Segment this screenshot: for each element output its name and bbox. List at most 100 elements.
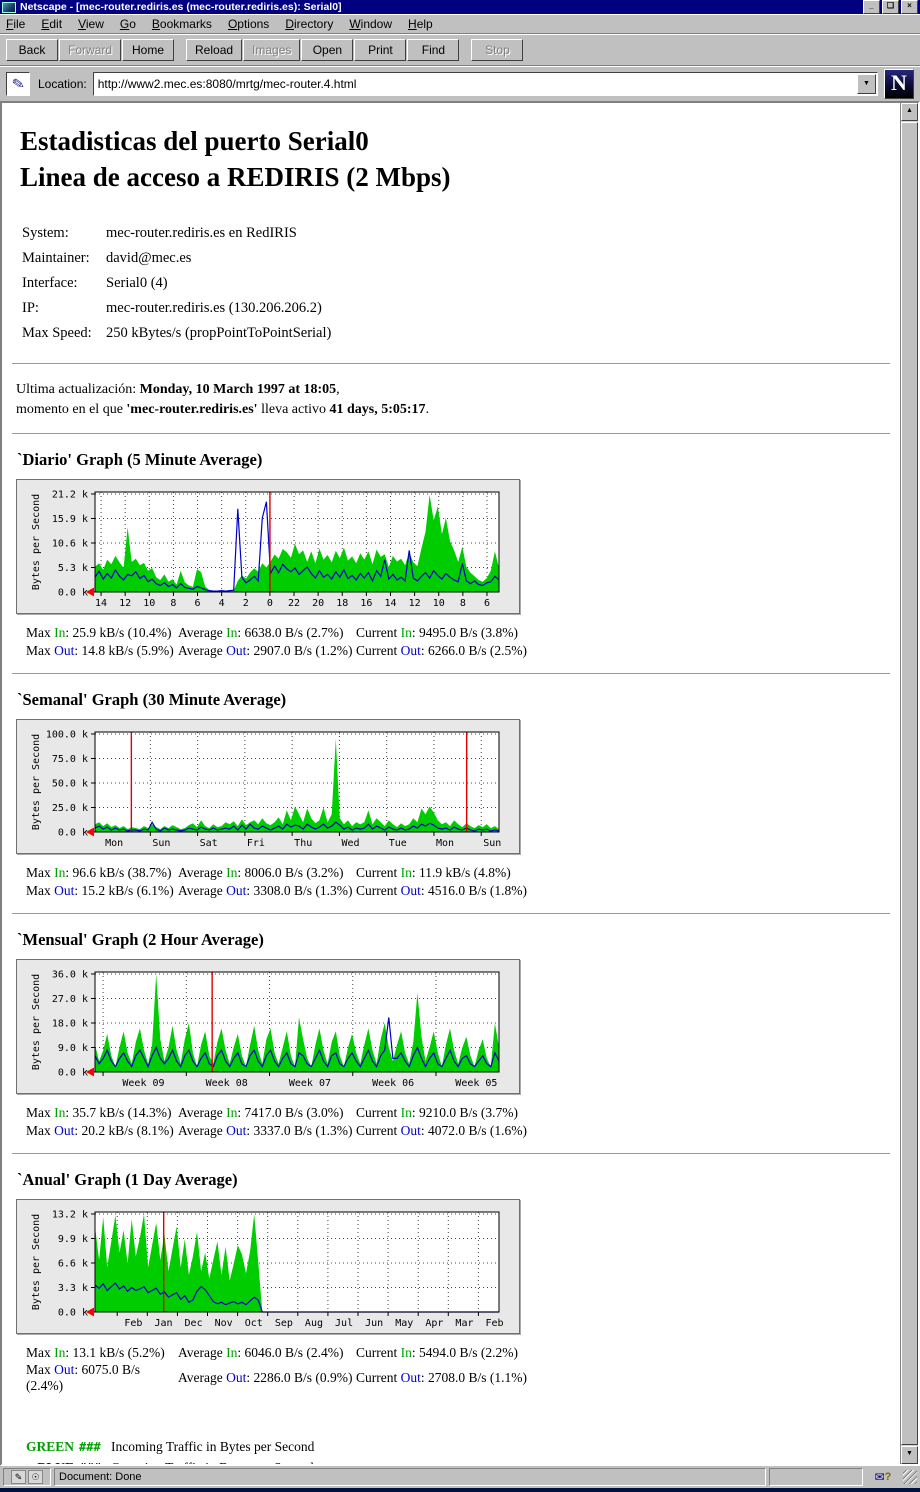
svg-text:Sun: Sun xyxy=(483,838,501,849)
page-title: Estadisticas del puerto Serial0 Linea de… xyxy=(20,123,890,195)
stat-direction: Out xyxy=(226,1123,247,1138)
scrollbar-thumb[interactable] xyxy=(901,122,918,1445)
graph-section-heading: `Mensual' Graph (2 Hour Average) xyxy=(17,930,264,949)
status-bar: ✎ ☉ Document: Done ✉? xyxy=(0,1466,920,1488)
stat-cell: Average Out: 2286.0 B/s (0.9%) xyxy=(178,1370,353,1385)
stat-cell: Current In: 5494.0 B/s (2.2%) xyxy=(356,1345,519,1360)
resize-grip[interactable] xyxy=(903,1470,917,1484)
svg-text:36.0 k: 36.0 k xyxy=(52,969,88,980)
location-dropdown-icon[interactable]: ▼ xyxy=(857,74,876,94)
vertical-scrollbar[interactable]: ▲ ▼ xyxy=(900,103,918,1464)
print-button[interactable]: Print xyxy=(354,39,407,61)
svg-text:Jun: Jun xyxy=(365,1318,383,1329)
maximize-icon[interactable]: ❏ xyxy=(882,0,899,14)
info-row: Interface: Serial0 (4) xyxy=(22,275,890,300)
netscape-window-icon xyxy=(2,1,16,13)
stat-label: Max xyxy=(26,1123,51,1138)
menu-file[interactable]: File xyxy=(6,16,26,31)
menu-window[interactable]: Window xyxy=(349,16,393,31)
traffic-graph-image: 21.2 k 15.9 k 10.6 k 5.3 k 0.0 k 14 12 10 8 6 4 2 0 2… xyxy=(16,479,520,614)
legend-row: GREEN ### Incoming Traffic in Bytes per Se… xyxy=(24,1436,890,1457)
stat-direction: In xyxy=(226,1105,238,1120)
stat-value: 11.9 kB/s (4.8%) xyxy=(419,865,511,880)
menu-directory[interactable]: Directory xyxy=(285,16,334,31)
svg-text:14: 14 xyxy=(384,598,396,609)
location-url[interactable]: http://www2.mec.es:8080/mrtg/mec-router.… xyxy=(97,77,357,91)
svg-text:Sat: Sat xyxy=(200,838,218,849)
home-button[interactable]: Home xyxy=(122,39,175,61)
stat-label: Max xyxy=(26,625,51,640)
svg-text:Sun: Sun xyxy=(152,838,170,849)
document-page: Estadisticas del puerto Serial0 Linea de… xyxy=(2,103,900,1464)
info-value: david@mec.es xyxy=(106,250,192,266)
stat-label: Current xyxy=(356,1345,398,1360)
svg-text:4: 4 xyxy=(219,598,225,609)
stat-cell: Current Out: 4072.0 B/s (1.6%) xyxy=(356,1123,528,1138)
open-button[interactable]: Open xyxy=(301,39,354,61)
svg-text:18: 18 xyxy=(336,598,348,609)
graph-section: `Diario' Graph (5 Minute Average) 21.2 k 1… xyxy=(12,433,890,660)
stat-value: 14.8 kB/s (5.9%) xyxy=(81,643,174,658)
stat-label: Max xyxy=(26,1345,51,1360)
stat-direction: In xyxy=(226,1345,238,1360)
back-button[interactable]: Back xyxy=(6,39,58,61)
menu-edit[interactable]: Edit xyxy=(41,16,63,31)
svg-text:0.0 k: 0.0 k xyxy=(58,1068,88,1079)
mail-icon[interactable]: ✉? xyxy=(874,1470,892,1484)
stat-direction: Out xyxy=(54,1362,75,1377)
menu-help[interactable]: Help xyxy=(408,16,433,31)
title-bar: Netscape - [mec-router.rediris.es (mec-r… xyxy=(0,0,920,14)
legend-row: BLUE ###Outgoing Traffic in Bytes per Sec… xyxy=(24,1457,890,1465)
svg-text:12: 12 xyxy=(409,598,421,609)
stat-value: 25.9 kB/s (10.4%) xyxy=(72,625,172,640)
menu-view[interactable]: View xyxy=(78,16,104,31)
browser-viewport: Estadisticas del puerto Serial0 Linea de… xyxy=(0,101,920,1466)
svg-text:15.9 k: 15.9 k xyxy=(52,514,88,525)
stat-value: 20.2 kB/s (8.1%) xyxy=(81,1123,174,1138)
stat-cell: Max In: 25.9 kB/s (10.4%) xyxy=(26,625,172,640)
svg-text:16: 16 xyxy=(360,598,372,609)
stat-value: 96.6 kB/s (38.7%) xyxy=(72,865,172,880)
stat-cell: Current In: 9495.0 B/s (3.8%) xyxy=(356,625,519,640)
svg-text:Mar: Mar xyxy=(455,1318,473,1329)
stat-value: 6266.0 B/s (2.5%) xyxy=(428,643,528,658)
images-button: Images xyxy=(243,39,301,61)
stat-label: Max xyxy=(26,643,51,658)
stat-label: Average xyxy=(178,865,223,880)
svg-text:Bytes per Second: Bytes per Second xyxy=(31,974,42,1070)
reload-button[interactable]: Reload xyxy=(186,39,243,61)
info-value: mec-router.rediris.es (130.206.206.2) xyxy=(106,300,322,316)
svg-text:Week 05: Week 05 xyxy=(455,1078,497,1089)
minimize-icon[interactable]: _ xyxy=(863,0,880,14)
divider xyxy=(12,433,890,437)
graph-section-heading: `Diario' Graph (5 Minute Average) xyxy=(17,450,263,469)
stat-cell: Average In: 6046.0 B/s (2.4%) xyxy=(178,1345,344,1360)
stat-cell: Current In: 11.9 kB/s (4.8%) xyxy=(356,865,511,880)
svg-text:Jul: Jul xyxy=(335,1318,353,1329)
info-label: IP: xyxy=(22,300,39,316)
svg-text:Tue: Tue xyxy=(389,838,407,849)
scroll-up-icon[interactable]: ▲ xyxy=(901,103,918,121)
stat-direction: Out xyxy=(54,643,75,658)
stat-direction: In xyxy=(54,1345,66,1360)
legend: GREEN ### Incoming Traffic in Bytes per Se… xyxy=(24,1436,890,1465)
stat-cell: Average In: 6638.0 B/s (2.7%) xyxy=(178,625,344,640)
traffic-stats-table: Max In: 35.7 kB/s (14.3%) Average In: 741… xyxy=(26,1104,546,1140)
close-icon[interactable]: × xyxy=(901,0,918,14)
svg-text:75.0 k: 75.0 k xyxy=(52,754,88,765)
scroll-down-icon[interactable]: ▼ xyxy=(901,1446,918,1464)
menu-go[interactable]: Go xyxy=(119,16,136,31)
location-field[interactable]: http://www2.mec.es:8080/mrtg/mec-router.… xyxy=(92,72,878,96)
netscape-logo[interactable]: N xyxy=(884,69,914,99)
stat-cell: Average In: 7417.0 B/s (3.0%) xyxy=(178,1105,344,1120)
menu-bookmarks[interactable]: Bookmarks xyxy=(151,16,212,31)
svg-text:13.2 k: 13.2 k xyxy=(52,1209,88,1220)
stat-value: 15.2 kB/s (6.1%) xyxy=(81,883,174,898)
stat-cell: Max In: 13.1 kB/s (5.2%) xyxy=(26,1345,165,1360)
svg-text:Mon: Mon xyxy=(436,838,454,849)
stat-label: Current xyxy=(356,643,398,658)
legend-description: Incoming Traffic in Bytes per Second xyxy=(111,1438,315,1454)
stat-label: Max xyxy=(26,1105,51,1120)
menu-options[interactable]: Options xyxy=(227,16,270,31)
find-button[interactable]: Find xyxy=(407,39,460,61)
